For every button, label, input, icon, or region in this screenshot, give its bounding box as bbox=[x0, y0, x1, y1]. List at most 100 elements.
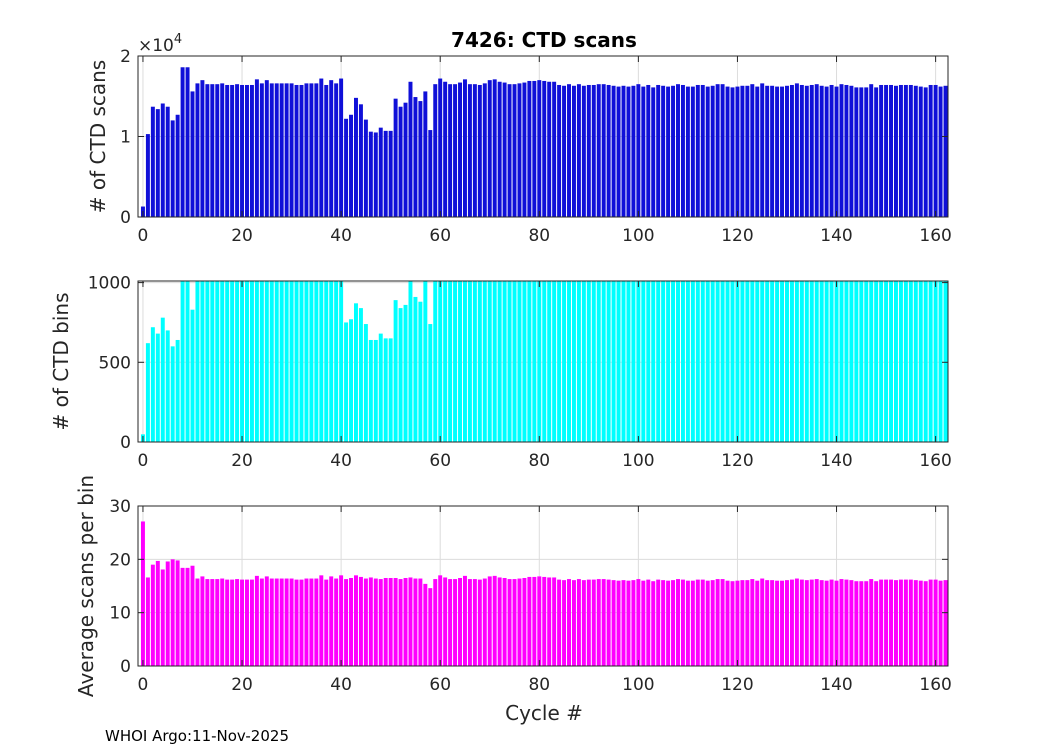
bar bbox=[849, 85, 854, 217]
bar bbox=[383, 130, 388, 217]
bar bbox=[646, 281, 651, 442]
bar bbox=[388, 338, 393, 442]
bar bbox=[205, 84, 210, 217]
bar bbox=[274, 83, 279, 218]
bar bbox=[725, 86, 730, 217]
bar bbox=[606, 281, 611, 442]
y-tick-label: 0 bbox=[120, 208, 131, 228]
bar bbox=[636, 579, 641, 666]
bar bbox=[220, 281, 225, 442]
bar bbox=[621, 281, 626, 442]
bar bbox=[710, 85, 715, 217]
bar bbox=[785, 281, 789, 442]
bar bbox=[938, 86, 943, 217]
bar bbox=[557, 281, 562, 442]
bar bbox=[765, 580, 770, 666]
bar bbox=[477, 84, 482, 217]
bar bbox=[155, 109, 160, 217]
bar bbox=[517, 578, 522, 666]
bar bbox=[150, 564, 155, 666]
bar bbox=[864, 87, 869, 218]
bar bbox=[269, 578, 274, 666]
bar bbox=[799, 281, 804, 442]
bar bbox=[403, 102, 408, 217]
bar bbox=[710, 281, 715, 442]
bar bbox=[299, 84, 304, 217]
bar bbox=[839, 281, 844, 442]
bar bbox=[448, 579, 453, 666]
bar bbox=[304, 281, 309, 442]
bar bbox=[334, 578, 339, 666]
bar bbox=[770, 281, 775, 442]
x-tick-label: 20 bbox=[231, 226, 253, 246]
bar bbox=[799, 579, 804, 666]
bar bbox=[676, 281, 680, 442]
bar bbox=[700, 579, 705, 666]
bar bbox=[780, 86, 785, 217]
bar bbox=[433, 579, 438, 666]
bar bbox=[378, 127, 383, 217]
bar bbox=[755, 86, 760, 217]
bar bbox=[309, 83, 314, 218]
x-tick-label: 120 bbox=[721, 226, 753, 246]
bar bbox=[225, 84, 230, 217]
bar bbox=[339, 575, 344, 666]
x-tick-label: 160 bbox=[919, 675, 951, 695]
bar bbox=[631, 281, 636, 442]
bar bbox=[933, 281, 938, 442]
bar bbox=[502, 82, 507, 217]
bar bbox=[819, 580, 824, 666]
bar bbox=[730, 281, 735, 442]
y-axis-label: Average scans per bin bbox=[74, 475, 98, 697]
bar bbox=[220, 578, 225, 666]
x-tick-label: 40 bbox=[330, 451, 352, 471]
bar bbox=[378, 333, 383, 442]
bar bbox=[567, 579, 571, 666]
bar bbox=[428, 130, 433, 217]
bar bbox=[408, 577, 413, 666]
bar bbox=[339, 78, 344, 217]
bar bbox=[517, 83, 522, 218]
bar bbox=[755, 281, 760, 442]
x-tick-label: 40 bbox=[330, 226, 352, 246]
bar bbox=[938, 580, 943, 666]
bar bbox=[666, 580, 671, 666]
bar bbox=[269, 83, 274, 218]
bar bbox=[368, 131, 373, 217]
bar bbox=[725, 281, 730, 442]
bar bbox=[571, 281, 576, 442]
bar bbox=[428, 588, 433, 666]
bar bbox=[680, 84, 685, 217]
bar bbox=[185, 281, 190, 442]
bar bbox=[230, 84, 235, 217]
bar bbox=[804, 281, 809, 442]
bar bbox=[215, 281, 220, 442]
bar bbox=[824, 281, 829, 442]
x-tick-label: 140 bbox=[820, 451, 852, 471]
x-tick-label: 100 bbox=[622, 675, 654, 695]
bar bbox=[433, 84, 438, 217]
bar bbox=[695, 281, 700, 442]
bar bbox=[740, 580, 745, 666]
bar bbox=[329, 281, 334, 442]
bar bbox=[527, 281, 532, 442]
bar bbox=[453, 579, 458, 666]
bar bbox=[205, 281, 210, 442]
bar bbox=[765, 281, 770, 442]
bar bbox=[388, 130, 393, 217]
bar bbox=[567, 84, 571, 217]
bar bbox=[889, 579, 894, 666]
bar bbox=[680, 579, 685, 666]
bar bbox=[923, 87, 928, 218]
bar bbox=[829, 84, 834, 217]
bar bbox=[621, 85, 626, 217]
bar bbox=[349, 319, 354, 442]
bar bbox=[542, 281, 547, 442]
x-tick-label: 20 bbox=[231, 675, 253, 695]
bar bbox=[849, 281, 854, 442]
bar bbox=[235, 579, 240, 666]
bar bbox=[259, 83, 264, 218]
bar bbox=[354, 575, 358, 666]
bar bbox=[477, 579, 482, 666]
bar bbox=[884, 281, 889, 442]
